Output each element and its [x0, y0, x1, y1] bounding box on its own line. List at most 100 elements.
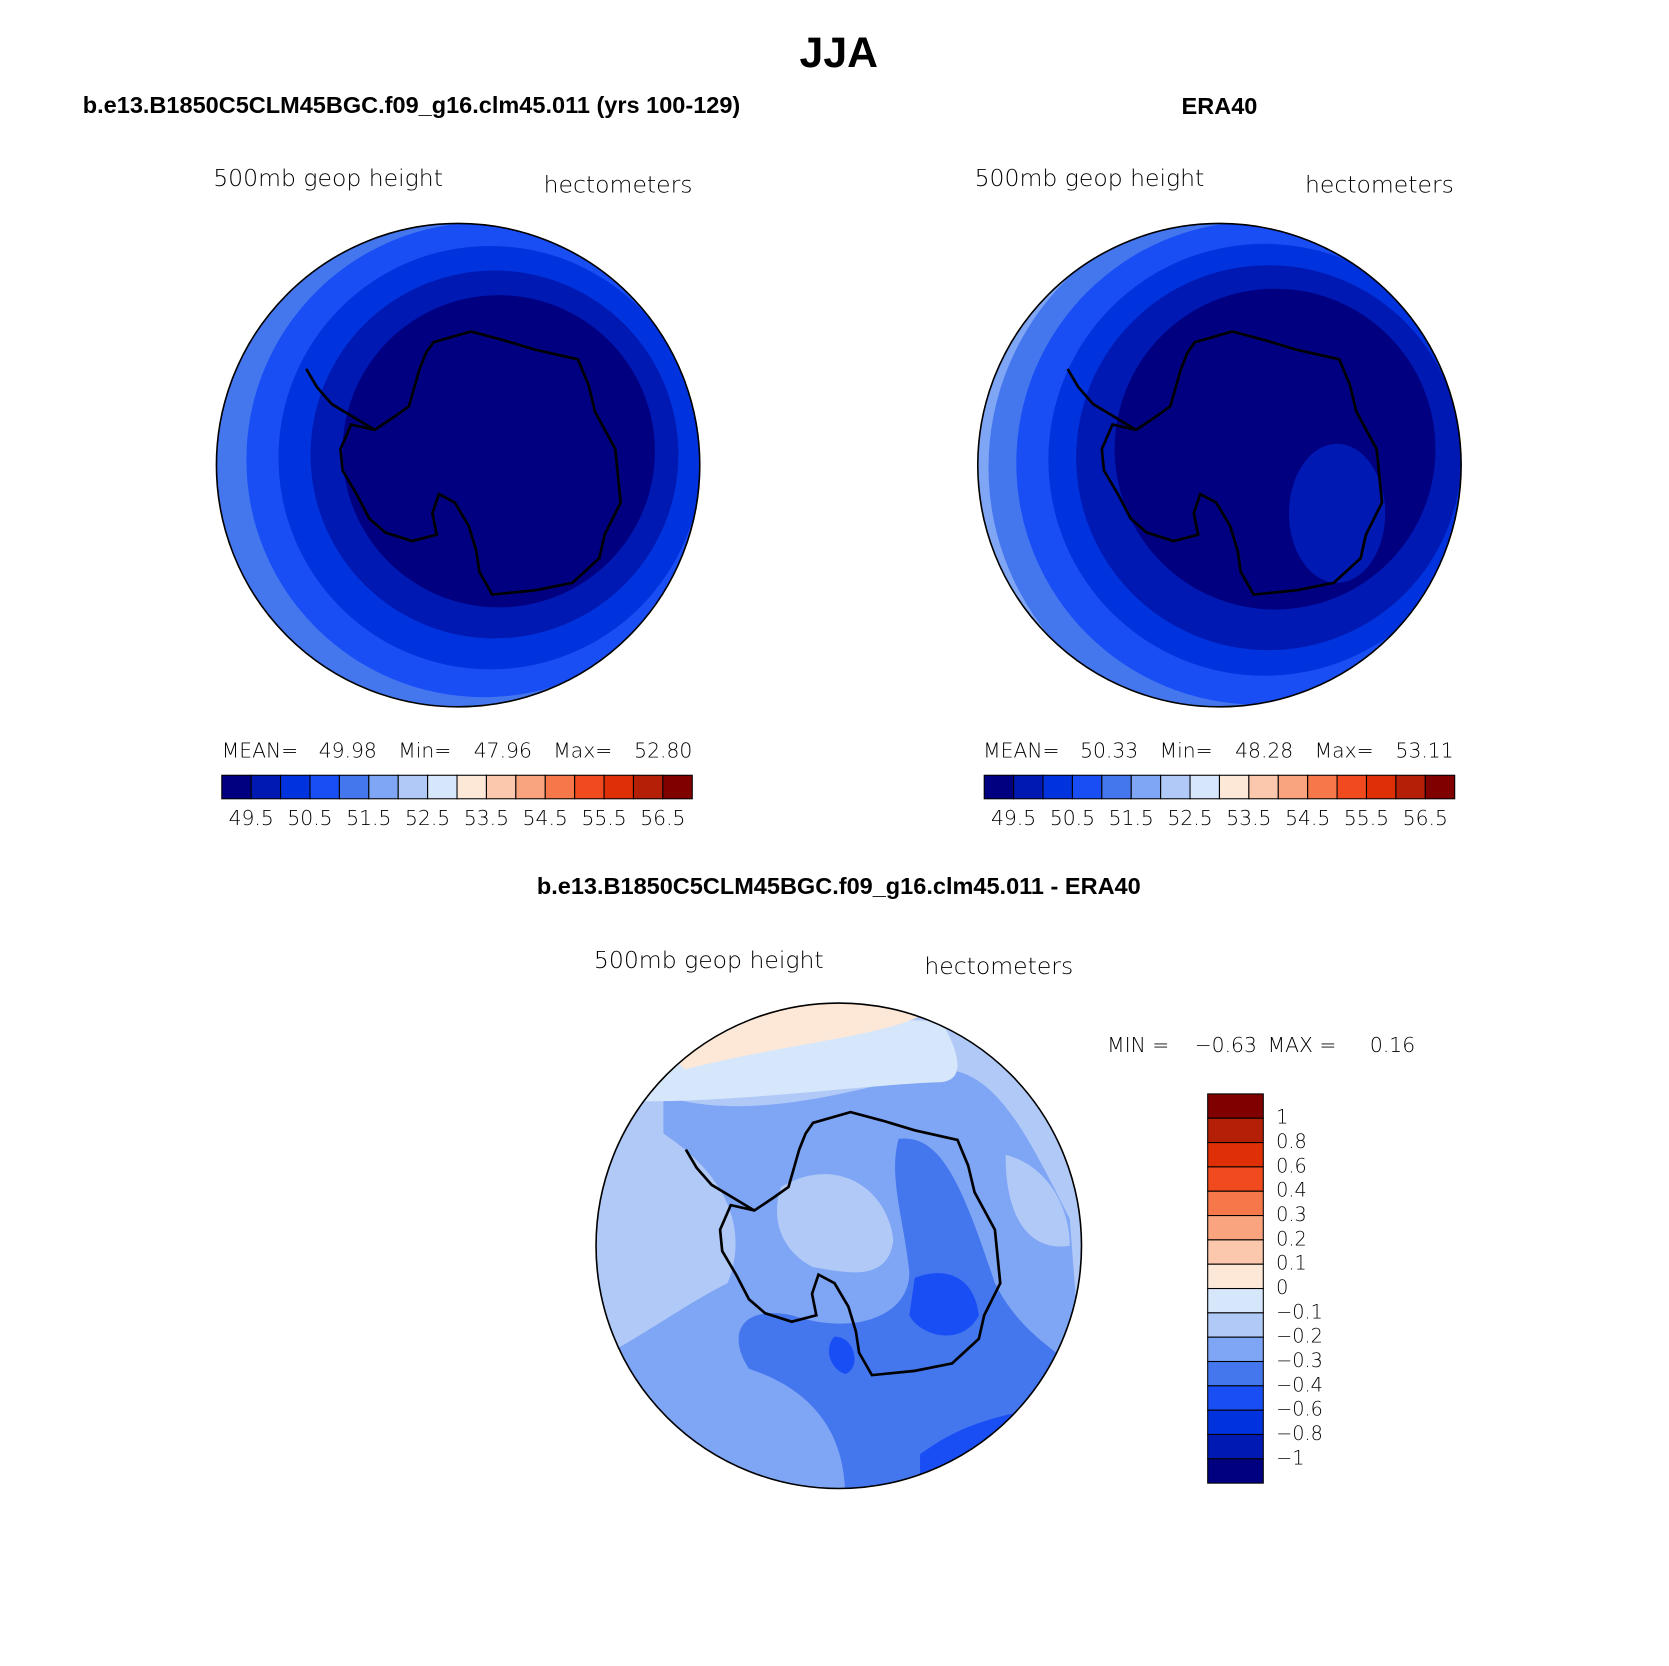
colorbar-box — [1207, 1360, 1264, 1387]
colorbar-label: 51.5 — [346, 806, 391, 830]
panel-title: b.e13.B1850C5CLM45BGC.f09_g16.clm45.011 … — [83, 92, 741, 118]
colorbar-box — [1207, 1336, 1264, 1363]
variable-label: 500mb geop height — [213, 164, 443, 192]
colorbar-label: 55.5 — [1344, 806, 1389, 830]
colorbar-box — [544, 774, 576, 800]
colorbar-box — [1042, 774, 1073, 800]
map-border — [215, 222, 701, 708]
stat-value: 48.28 — [1235, 739, 1293, 763]
colorbar-label: 50.5 — [287, 806, 332, 830]
colorbar-box — [574, 774, 605, 800]
stat-label: Min= — [398, 739, 451, 763]
colorbar-label: 0 — [1276, 1276, 1288, 1299]
colorbar-box — [1207, 1190, 1264, 1217]
map-border — [976, 222, 1462, 708]
colorbar-box — [1207, 1287, 1264, 1314]
colorbar-box — [338, 774, 370, 800]
colorbar-box — [1207, 1458, 1264, 1484]
colorbar-box — [1336, 774, 1368, 800]
stat-value: 52.80 — [634, 739, 692, 763]
colorbar-box — [427, 774, 458, 800]
map-border — [595, 1002, 1083, 1490]
units-label: hectometers — [924, 952, 1073, 980]
colorbar-box — [983, 774, 1015, 800]
colorbar-label: 53.5 — [1226, 806, 1271, 830]
colorbar-label: −1 — [1276, 1446, 1304, 1469]
coastline — [718, 1110, 1002, 1377]
contour-fill — [1288, 443, 1386, 583]
colorbar-box — [1207, 1166, 1264, 1192]
colorbar-label: 49.5 — [229, 806, 274, 830]
colorbar-label: 49.5 — [991, 806, 1036, 830]
coastline — [339, 330, 623, 596]
units-label: hectometers — [1305, 171, 1454, 199]
colorbar-box — [1013, 774, 1044, 800]
colorbar-box — [1207, 1433, 1264, 1460]
colorbar-label: −0.3 — [1276, 1349, 1323, 1372]
stat-value: 53.11 — [1396, 739, 1454, 763]
colorbar-label: 1 — [1276, 1106, 1288, 1129]
stat-label: MEAN= — [983, 739, 1059, 763]
stat-value: 47.96 — [474, 739, 532, 763]
colorbar-box — [280, 774, 311, 800]
colorbar-box — [1395, 774, 1426, 800]
stat-label: Max= — [553, 739, 612, 763]
colorbar-label: −0.8 — [1276, 1422, 1323, 1445]
colorbar-label: −0.2 — [1276, 1325, 1323, 1348]
colorbar-box — [1277, 774, 1309, 800]
colorbar-label: 52.5 — [405, 806, 450, 830]
colorbar-box — [1071, 774, 1103, 800]
stat-label: MEAN= — [222, 739, 298, 763]
colorbar-box — [1207, 1093, 1264, 1119]
colorbar-box — [309, 774, 340, 800]
colorbar-label: 54.5 — [523, 806, 568, 830]
colorbar-label: 55.5 — [581, 806, 626, 830]
contour-fill — [1005, 1154, 1070, 1247]
stat-value: −0.63 — [1195, 1033, 1257, 1057]
colorbar-box — [1207, 1409, 1264, 1436]
colorbar-label: 51.5 — [1109, 806, 1154, 830]
units-label: hectometers — [544, 171, 693, 199]
colorbar-label: 50.5 — [1050, 806, 1095, 830]
colorbar-box — [1207, 1142, 1264, 1168]
contour-fill — [909, 1273, 979, 1336]
contour-fill — [777, 1174, 894, 1273]
colorbar-box — [1160, 774, 1191, 800]
contour-fill — [342, 295, 655, 608]
panel-title: ERA40 — [1182, 93, 1258, 119]
colorbar-box — [1207, 1117, 1264, 1144]
colorbar-box — [1207, 1385, 1264, 1411]
colorbar-box — [397, 774, 429, 800]
colorbar-box — [1207, 1239, 1264, 1265]
coastline — [684, 1148, 755, 1212]
colorbar-label: 0.6 — [1276, 1154, 1307, 1177]
colorbar-box — [662, 774, 693, 800]
colorbar-box — [1207, 1263, 1264, 1290]
coastline — [305, 368, 376, 432]
colorbar-box — [603, 774, 635, 800]
colorbar-label: 0.1 — [1276, 1252, 1307, 1275]
colorbar-box — [515, 774, 546, 800]
colorbar-box — [1307, 774, 1338, 800]
polar-map — [596, 1003, 1082, 1489]
stat-label: Max= — [1315, 739, 1374, 763]
polar-map — [216, 223, 700, 707]
colorbar-label: 52.5 — [1167, 806, 1212, 830]
variable-label: 500mb geop height — [975, 164, 1205, 192]
colorbar-label: 54.5 — [1285, 806, 1330, 830]
colorbar-box — [368, 774, 399, 800]
colorbar-box — [1365, 774, 1397, 800]
colorbar-box — [1248, 774, 1279, 800]
colorbar-label: −0.4 — [1276, 1373, 1323, 1396]
colorbar-label: 53.5 — [464, 806, 509, 830]
colorbar-box — [632, 774, 664, 800]
colorbar-box — [1207, 1312, 1264, 1338]
coastline — [1100, 330, 1384, 596]
colorbar-label: −0.1 — [1276, 1300, 1323, 1323]
stat-value: 50.33 — [1080, 739, 1138, 763]
stat-value: 49.98 — [319, 739, 377, 763]
contour-fill — [1114, 288, 1436, 610]
colorbar-box — [1130, 774, 1162, 800]
